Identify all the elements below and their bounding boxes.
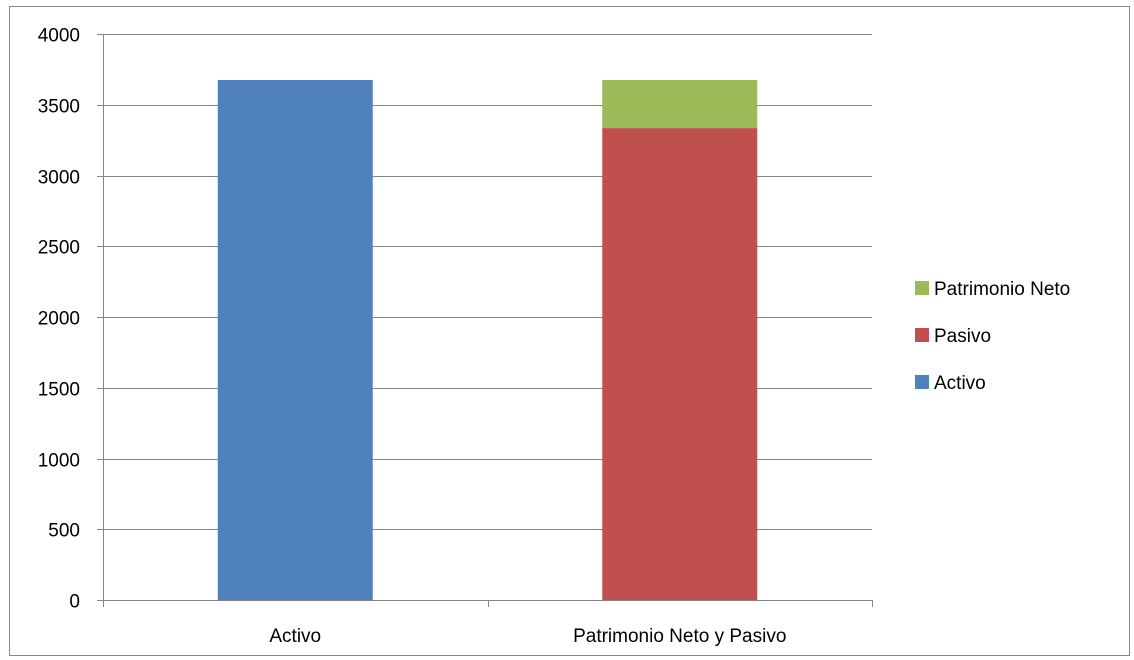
legend-label-patrimonio-neto: Patrimonio Neto <box>934 279 1070 300</box>
bar-pasivo-patrimonio-neto-y-pasivo <box>602 128 758 600</box>
y-tick-label-4000: 4000 <box>38 26 80 47</box>
y-tick-label-1000: 1000 <box>38 451 80 472</box>
y-tick-label-2000: 2000 <box>38 309 80 330</box>
y-tick-label-500: 500 <box>48 521 80 542</box>
bar-patrimonio-neto-patrimonio-neto-y-pasivo <box>602 79 758 129</box>
x-tick-label-patrimonio-neto-y-pasivo: Patrimonio Neto y Pasivo <box>573 626 786 647</box>
bar-activo-activo <box>217 79 373 601</box>
legend-label-pasivo: Pasivo <box>934 326 991 347</box>
chart-area <box>9 6 1130 656</box>
y-tick-label-2500: 2500 <box>38 238 80 259</box>
y-tick-label-3500: 3500 <box>38 97 80 118</box>
legend-label-activo: Activo <box>934 373 986 394</box>
legend-swatch-pasivo <box>915 328 929 342</box>
x-tick-label-activo: Activo <box>269 626 321 647</box>
x-axis-tick-labels: Activo Patrimonio Neto y Pasivo <box>269 626 786 647</box>
axes <box>97 34 873 607</box>
y-tick-label-1500: 1500 <box>38 380 80 401</box>
legend: Patrimonio Neto Pasivo Activo <box>915 279 1070 394</box>
legend-swatch-activo <box>915 375 929 389</box>
y-tick-label-3000: 3000 <box>38 168 80 189</box>
y-tick-label-0: 0 <box>69 592 80 613</box>
legend-swatch-patrimonio-neto <box>915 281 929 295</box>
bars <box>217 79 758 601</box>
y-axis-tick-labels: 0 500 1000 1500 2000 2500 3000 3500 4000 <box>38 26 80 613</box>
